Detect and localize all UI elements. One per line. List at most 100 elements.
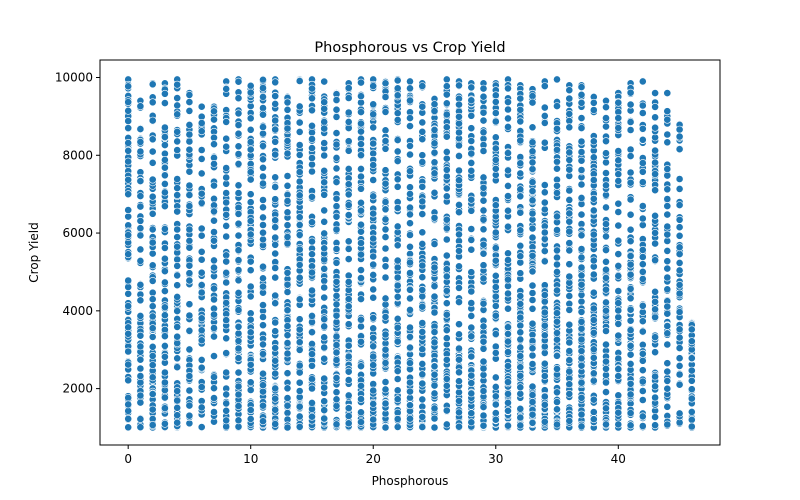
data-point xyxy=(259,129,267,138)
data-point xyxy=(197,288,206,297)
data-point xyxy=(332,212,341,221)
x-tick-label: 10 xyxy=(243,452,258,466)
data-point xyxy=(687,354,696,363)
data-point xyxy=(320,322,329,331)
data-point xyxy=(540,103,549,112)
data-point xyxy=(210,263,218,272)
data-point xyxy=(651,89,659,97)
data-point xyxy=(638,101,647,110)
data-point xyxy=(148,135,157,144)
data-point xyxy=(160,179,169,188)
data-point xyxy=(504,398,512,407)
data-point xyxy=(393,273,402,282)
data-point xyxy=(124,423,133,432)
data-point xyxy=(381,225,390,234)
data-point xyxy=(332,373,341,382)
data-point xyxy=(687,337,696,346)
data-point xyxy=(160,171,169,180)
x-axis-ticks: 0 10 20 30 40 xyxy=(124,445,626,466)
data-point xyxy=(553,212,561,221)
data-point xyxy=(528,360,537,368)
data-point xyxy=(369,110,378,119)
data-point xyxy=(148,405,157,414)
data-point xyxy=(332,388,341,397)
data-point xyxy=(234,354,243,362)
data-point xyxy=(308,237,316,246)
data-point xyxy=(246,138,255,146)
data-point xyxy=(136,147,145,156)
data-point xyxy=(271,78,280,87)
data-point xyxy=(197,423,206,431)
data-point xyxy=(197,154,206,163)
data-point xyxy=(357,239,365,247)
data-point xyxy=(479,196,488,205)
data-point xyxy=(332,341,341,349)
data-point xyxy=(651,123,659,132)
data-point xyxy=(479,240,488,249)
data-point xyxy=(602,232,610,241)
data-point xyxy=(528,158,537,167)
data-point xyxy=(173,396,182,405)
data-point xyxy=(577,253,586,262)
data-point xyxy=(222,334,231,343)
data-point xyxy=(369,82,378,90)
data-point xyxy=(234,181,243,190)
data-point xyxy=(295,168,304,176)
data-point xyxy=(406,77,414,86)
data-point xyxy=(553,351,561,360)
data-point xyxy=(663,302,672,311)
data-point xyxy=(357,164,365,173)
data-point xyxy=(234,109,243,118)
scatter-points xyxy=(124,75,696,432)
data-point xyxy=(234,129,243,138)
data-point xyxy=(504,192,512,200)
data-point xyxy=(589,137,598,146)
data-point xyxy=(210,228,218,236)
data-point xyxy=(467,149,476,158)
data-point xyxy=(651,256,659,265)
data-point xyxy=(344,277,353,286)
data-point xyxy=(626,421,635,430)
data-point xyxy=(234,219,243,228)
data-point xyxy=(602,404,610,413)
data-point xyxy=(565,305,574,314)
data-point xyxy=(160,155,169,164)
data-point xyxy=(430,158,439,167)
data-point xyxy=(332,245,341,253)
data-point xyxy=(626,270,635,279)
data-point xyxy=(160,303,169,312)
data-point xyxy=(308,412,316,421)
data-point xyxy=(442,172,451,181)
data-point xyxy=(197,314,206,323)
data-point xyxy=(663,340,672,349)
data-point xyxy=(357,266,365,274)
data-point xyxy=(442,215,451,224)
data-point xyxy=(124,302,133,310)
data-point xyxy=(381,93,390,101)
data-point xyxy=(565,367,574,376)
data-point xyxy=(430,404,439,413)
data-point xyxy=(271,233,280,242)
data-point xyxy=(381,399,390,408)
data-point xyxy=(283,349,292,358)
data-point xyxy=(197,255,206,264)
data-point xyxy=(259,84,267,92)
data-point xyxy=(467,166,476,175)
data-point xyxy=(185,326,194,335)
data-point xyxy=(491,311,500,320)
data-point xyxy=(589,304,598,313)
data-point xyxy=(320,333,329,342)
data-point xyxy=(259,228,267,237)
data-point xyxy=(528,410,537,419)
data-point xyxy=(320,77,329,86)
data-point xyxy=(418,197,427,206)
data-point xyxy=(589,288,598,297)
data-point xyxy=(283,197,292,205)
data-point xyxy=(259,203,267,212)
data-point xyxy=(540,112,549,120)
data-point xyxy=(173,127,182,136)
data-point xyxy=(259,196,267,204)
data-point xyxy=(320,406,329,415)
data-point xyxy=(651,228,659,237)
data-point xyxy=(259,155,267,164)
